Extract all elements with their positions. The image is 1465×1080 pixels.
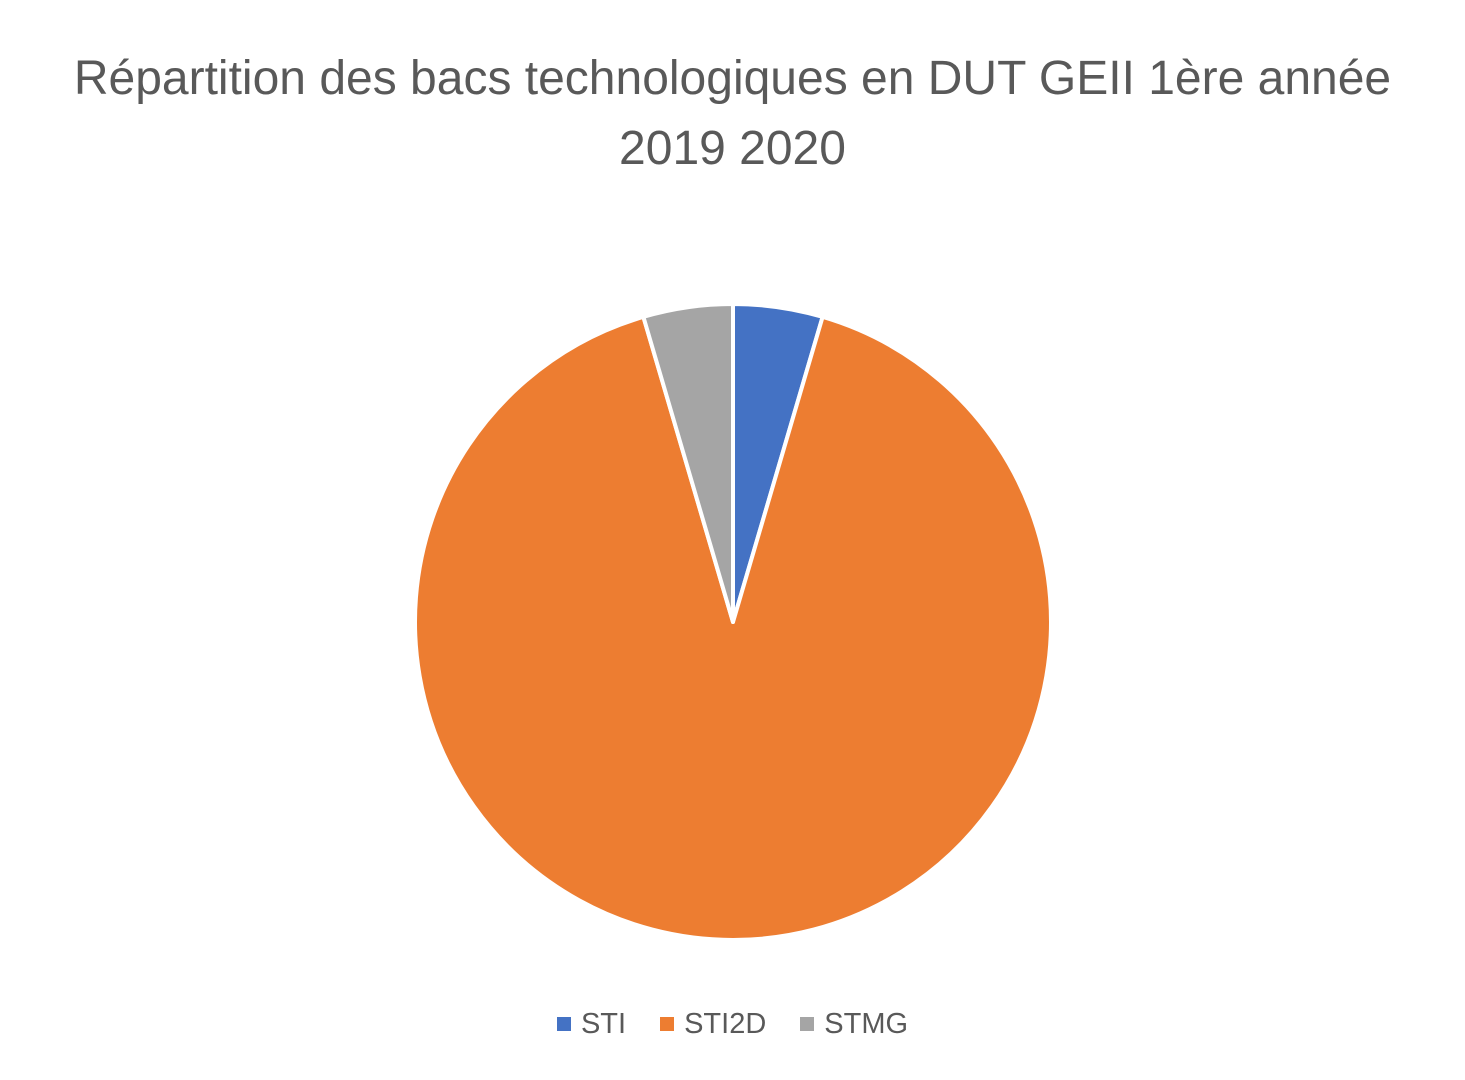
pie-slice-sti2d — [413, 314, 1053, 942]
legend-label-stmg: STMG — [824, 1008, 909, 1040]
chart-legend: STI STI2D STMG — [0, 1004, 1465, 1044]
chart-title: Répartition des bacs technologiques en D… — [0, 44, 1465, 184]
chart-title-line-1: Répartition des bacs technologiques en D… — [73, 52, 1392, 105]
legend-item-stmg: STMG — [800, 1004, 908, 1044]
pie-slices — [413, 302, 1053, 942]
pie-slice-stmg — [641, 302, 735, 624]
legend-item-sti2d: STI2D — [660, 1004, 766, 1044]
chart-title-line-2: 2019 2020 — [619, 122, 846, 175]
legend-label-sti: STI — [580, 1008, 627, 1040]
legend-label-sti2d: STI2D — [684, 1008, 767, 1040]
legend-swatch-sti2d — [660, 1017, 675, 1031]
legend-swatch-stmg — [800, 1017, 815, 1031]
legend-swatch-sti — [556, 1017, 571, 1031]
legend-item-sti: STI — [556, 1004, 627, 1044]
